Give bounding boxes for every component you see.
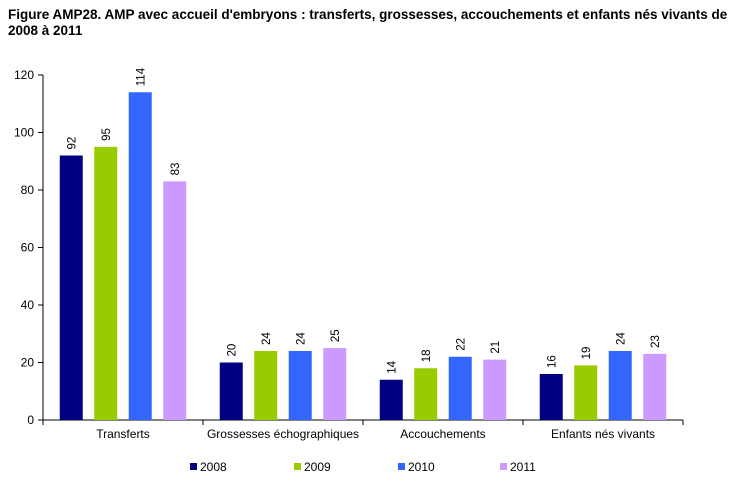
bar xyxy=(448,356,472,420)
bar xyxy=(414,368,438,420)
data-label: 24 xyxy=(615,332,627,345)
chart-title: Figure AMP28. AMP avec accueil d'embryon… xyxy=(8,7,728,38)
bar xyxy=(379,379,403,420)
data-label: 114 xyxy=(135,67,147,86)
legend-label: 2008 xyxy=(200,460,227,474)
data-label: 21 xyxy=(490,341,502,354)
legend-swatch xyxy=(500,463,507,470)
data-label: 95 xyxy=(101,128,113,141)
legend: 2008 2009 2010 2011 xyxy=(190,460,536,474)
legend-label: 2011 xyxy=(510,460,536,474)
data-label: 18 xyxy=(421,349,433,362)
bar xyxy=(483,359,507,420)
x-tick-label: Enfants nés vivants xyxy=(551,427,655,441)
bar xyxy=(643,353,667,420)
bar xyxy=(323,348,347,420)
x-tick-label: Transferts xyxy=(96,427,150,441)
data-label: 16 xyxy=(546,355,558,368)
data-label: 20 xyxy=(226,344,238,357)
bar xyxy=(254,351,278,420)
data-label: 22 xyxy=(455,338,467,351)
bar xyxy=(608,351,632,420)
y-tick-label: 60 xyxy=(21,241,35,255)
legend-label: 2010 xyxy=(408,460,435,474)
bar xyxy=(128,92,152,420)
data-label: 19 xyxy=(581,347,593,360)
bar xyxy=(163,181,187,420)
y-tick-label: 80 xyxy=(21,183,35,197)
x-tick-label: Accouchements xyxy=(400,427,485,441)
data-label: 14 xyxy=(386,360,398,373)
legend-label: 2009 xyxy=(304,460,331,474)
bar xyxy=(94,146,118,420)
bar xyxy=(219,362,243,420)
x-axis: Transferts Grossesses échographiques Accou… xyxy=(42,419,684,441)
y-tick-label: 0 xyxy=(27,413,34,427)
y-tick-label: 20 xyxy=(21,356,35,370)
legend-swatch xyxy=(398,463,405,470)
y-tick-label: 100 xyxy=(14,126,34,140)
bar xyxy=(574,365,598,420)
x-tick-label: Grossesses échographiques xyxy=(207,427,359,441)
bar xyxy=(288,351,312,420)
legend-swatch xyxy=(294,463,301,470)
bar xyxy=(59,155,83,420)
y-tick-label: 120 xyxy=(14,68,34,82)
data-label: 25 xyxy=(330,329,342,342)
bar xyxy=(539,374,563,420)
bars xyxy=(59,92,667,420)
data-label: 92 xyxy=(66,137,78,150)
data-label: 83 xyxy=(170,163,182,176)
y-tick-label: 40 xyxy=(21,298,35,312)
data-label: 24 xyxy=(261,332,273,345)
data-label: 24 xyxy=(295,332,307,345)
data-labels: 92 20 14 16 95 24 18 19 114 24 22 24 83 25 21 23 xyxy=(66,67,662,373)
legend-swatch xyxy=(190,463,197,470)
y-axis: 0 20 40 60 80 100 120 xyxy=(14,68,44,427)
data-label: 23 xyxy=(650,335,662,348)
